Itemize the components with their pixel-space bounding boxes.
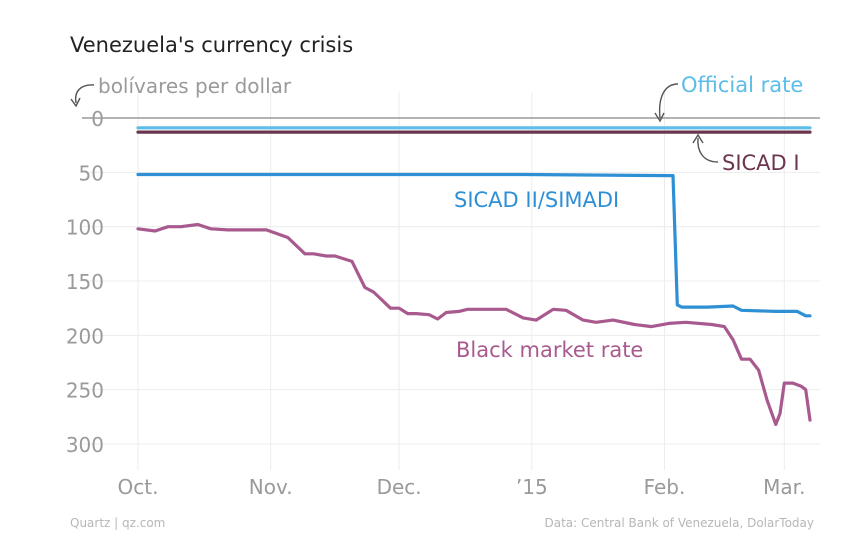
sicad-i-arrow-icon bbox=[697, 137, 719, 163]
unit-arrowhead-icon bbox=[70, 97, 81, 108]
x-tick-label: Nov. bbox=[249, 475, 293, 499]
footer-data-source: Data: Central Bank of Venezuela, DolarTo… bbox=[544, 516, 814, 530]
official-rate-label: Official rate bbox=[681, 73, 803, 97]
gridlines bbox=[82, 92, 820, 470]
series-lines bbox=[136, 126, 812, 426]
y-tick-labels: 0 50 100 150 200 250 300 bbox=[66, 107, 104, 457]
series-line-sicad-ii-simadi bbox=[136, 172, 812, 318]
footer-left-credit: Quartz | qz.com bbox=[70, 516, 165, 530]
x-tick-label: Oct. bbox=[118, 475, 159, 499]
y-tick-label: 150 bbox=[66, 270, 104, 294]
y-tick-label: 100 bbox=[66, 216, 104, 240]
chart-title: Venezuela's currency crisis bbox=[70, 33, 353, 57]
y-tick-label: 50 bbox=[79, 161, 104, 185]
y-tick-label: 250 bbox=[66, 379, 104, 403]
x-tick-label: Feb. bbox=[644, 475, 686, 499]
x-tick-labels: Oct. Nov. Dec. ’15 Feb. Mar. bbox=[118, 475, 806, 499]
sicad-ii-simadi-label: SICAD II/SIMADI bbox=[454, 188, 619, 212]
x-tick-label: ’15 bbox=[516, 475, 548, 499]
sicad-i-arrowhead-icon bbox=[692, 133, 704, 144]
series-line-black-market-rate bbox=[136, 222, 812, 426]
y-axis-unit-label: bolívares per dollar bbox=[98, 74, 292, 98]
y-tick-label: 200 bbox=[66, 324, 104, 348]
x-tick-label: Dec. bbox=[377, 475, 422, 499]
y-tick-label: 300 bbox=[66, 433, 104, 457]
y-tick-label: 0 bbox=[91, 107, 104, 131]
sicad-i-label: SICAD I bbox=[722, 151, 800, 175]
x-tick-label: Mar. bbox=[763, 475, 805, 499]
black-market-rate-label: Black market rate bbox=[456, 338, 643, 362]
official-rate-arrowhead-icon bbox=[654, 112, 665, 123]
official-rate-arrow-icon bbox=[658, 83, 679, 119]
unit-arrow-icon bbox=[74, 84, 95, 104]
